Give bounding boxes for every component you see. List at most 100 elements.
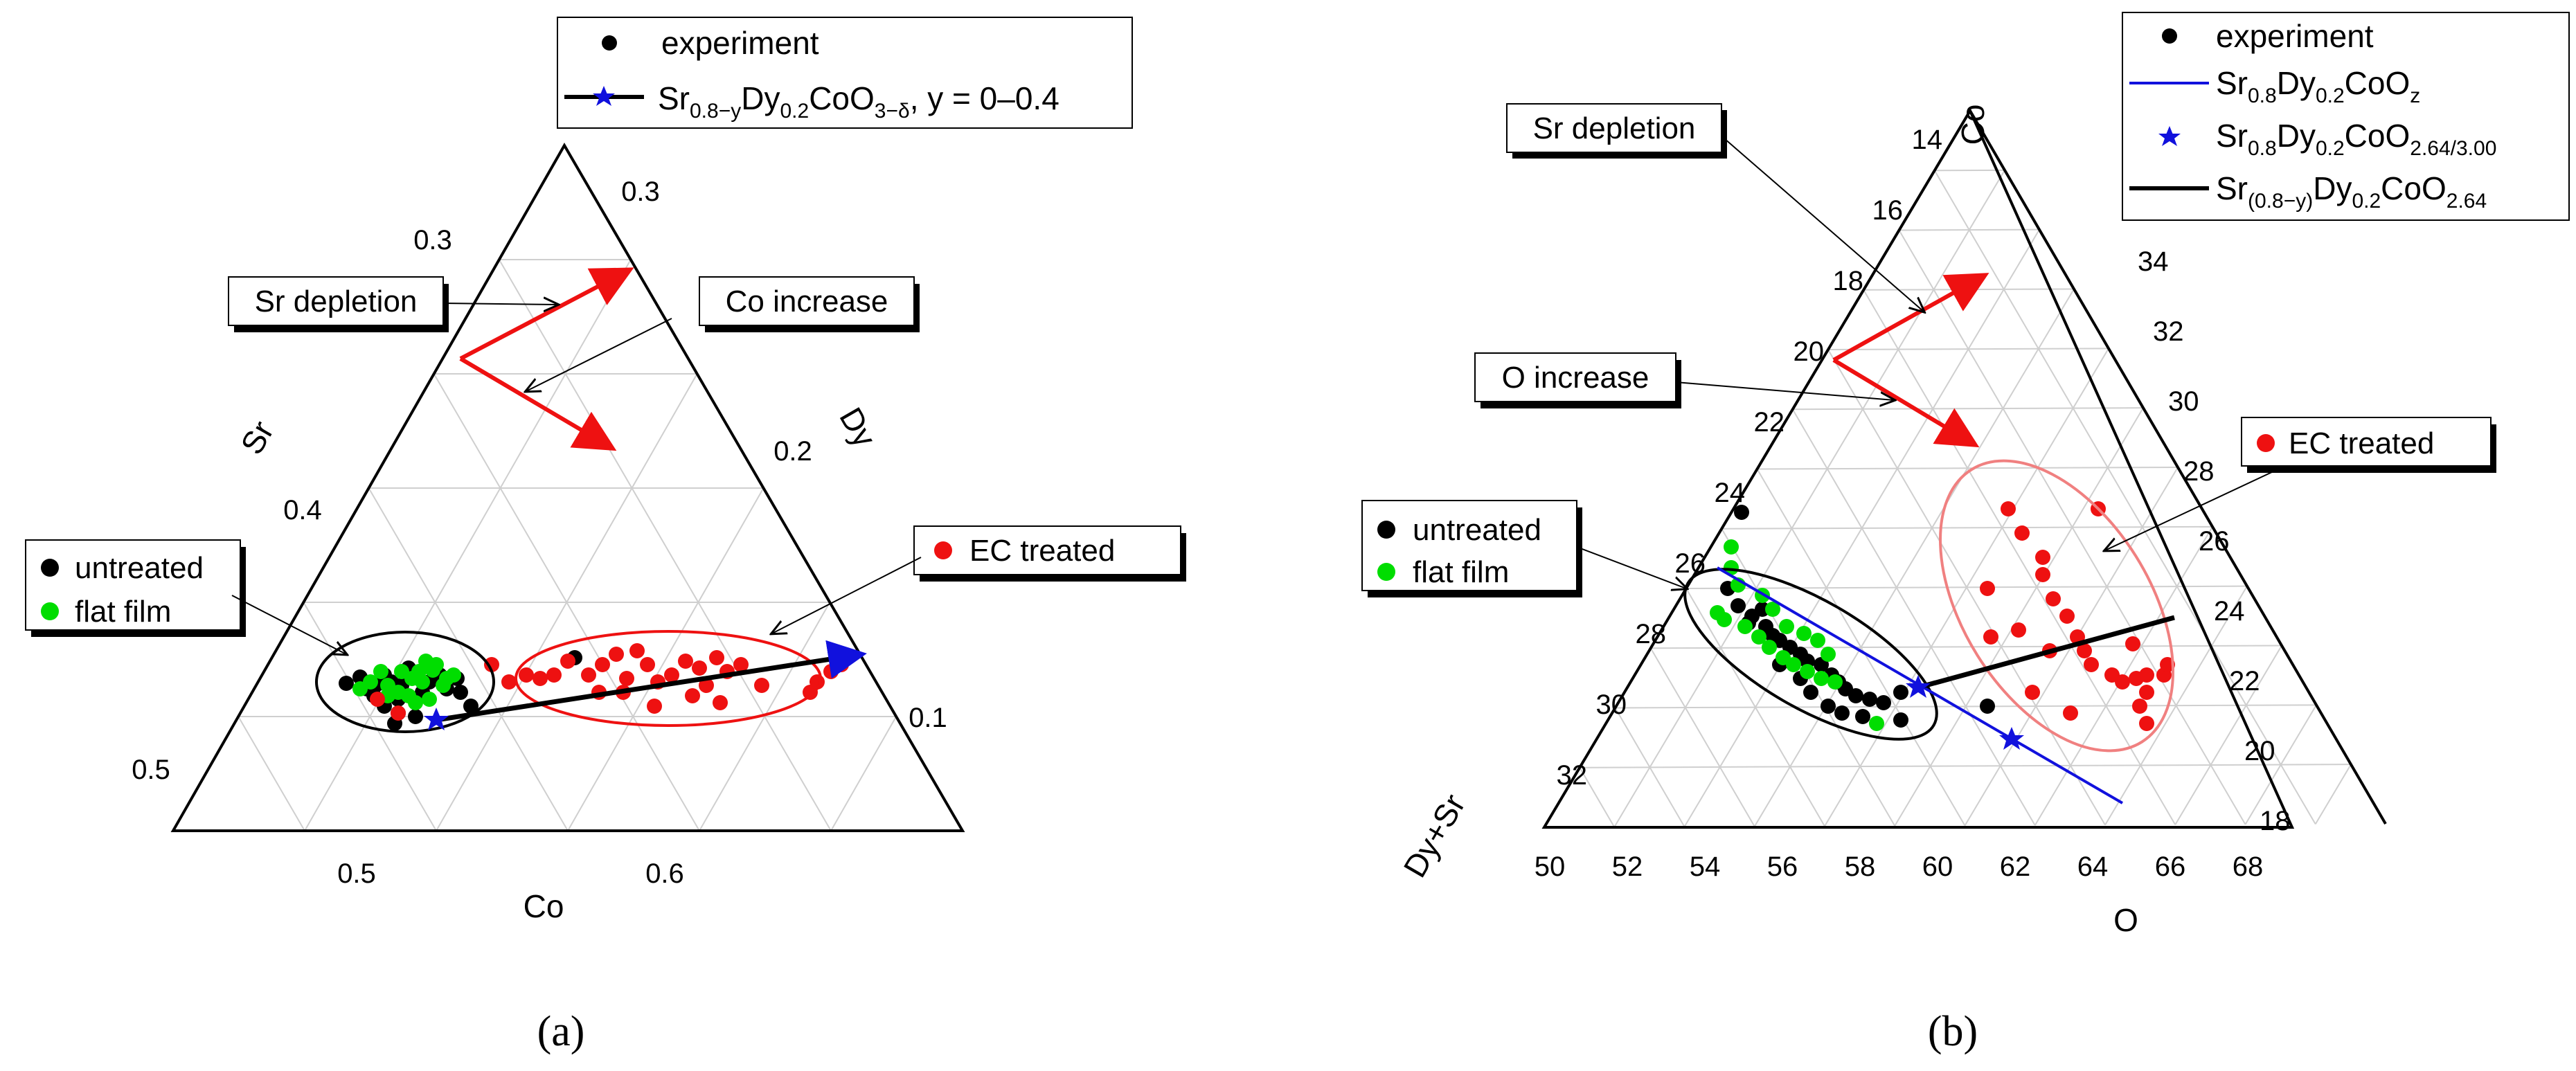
panel-a-points	[339, 643, 849, 731]
panel-b-ec-treated-point	[2139, 667, 2154, 683]
panel-b-tick-bottom: 58	[1845, 852, 1876, 882]
panel-b-grid-a	[1613, 170, 2005, 828]
panel-b-ec-treated-point	[2025, 685, 2040, 700]
panel-b-untreated-point	[1734, 505, 1749, 520]
panel-a-grid	[238, 259, 897, 831]
panel-b-tick-left: 30	[1596, 690, 1627, 720]
panel-b-grid-b	[1579, 767, 1616, 828]
panel-b-flat-film-point	[1717, 612, 1732, 627]
panel-a-legend-experiment: experiment	[661, 25, 819, 61]
panel-a-flat-film-point	[422, 692, 437, 707]
panel-a-axis-bottom-title: Co	[524, 888, 564, 924]
panel-b-star-2	[1999, 727, 2024, 750]
panel-a-grid-a	[830, 716, 897, 831]
panel-a-ellipse-untreated	[315, 631, 495, 733]
panel-b-label-sr-depletion: Sr depletion	[1533, 111, 1696, 145]
panel-b-grid	[1579, 169, 2352, 828]
panel-b-legend-experiment-dot	[2162, 28, 2177, 44]
panel-a-tick-left-0: 0.3	[413, 225, 452, 255]
panel-a-ec-treated-point	[709, 650, 724, 665]
panel-b-legend-experiment: experiment	[2216, 18, 2374, 54]
panel-b-legend-box	[2122, 12, 2570, 221]
panel-b-grid-h	[1757, 467, 2179, 470]
panel-b-pointer-ec	[2105, 465, 2286, 550]
panel-b-untreated-point	[1803, 685, 1818, 700]
panel-b-axis-left-title: Dy+Sr	[1396, 788, 1472, 883]
panel-a-box-groups	[25, 539, 241, 631]
panel-a-tick-right-1: 0.2	[773, 436, 812, 467]
panel-a-axis-left-title: Sr	[233, 415, 280, 460]
panel-b-flat-film-point	[1796, 626, 1812, 641]
panel-a-ec-treated-point	[370, 692, 385, 707]
panel-b-ticks: 50 52 54 56 58 60 62 64 66 68 14 16 18 20 22 24 26 28 30 32…	[1535, 125, 2291, 882]
panel-a-legend-box	[557, 17, 1133, 129]
panel-a-grid-b	[433, 373, 700, 831]
panel-b-untreated-point	[1855, 709, 1870, 724]
panel-b-legend-ec-treated: EC treated	[2289, 426, 2434, 460]
panel-a-ec-treated-point	[647, 699, 662, 714]
panel-a-tick-left-2: 0.5	[132, 755, 170, 785]
panel-a-untreated-point	[408, 709, 423, 724]
panel-a-pointer-co	[526, 318, 672, 391]
panel-b-chart: 50 52 54 56 58 60 62 64 66 68 14 16 18 20 22 24 26 28 30 32…	[1361, 12, 2570, 1055]
panel-a-legend-flat-film: flat film	[75, 595, 171, 629]
panel-b-ec-treated-point	[2084, 657, 2099, 672]
panel-b-grid-a	[2174, 645, 2282, 825]
panel-a-box-sr	[228, 276, 444, 326]
panel-b-ec-treated-point	[1980, 581, 1995, 596]
panel-b-flat-film-point	[1800, 664, 1815, 679]
panel-b-right-edge-ext	[1969, 109, 2387, 825]
panel-a-ec-treated-point	[713, 695, 728, 710]
panel-b-untreated-point	[1876, 695, 1891, 710]
panel-b-tick-left: 24	[1715, 478, 1746, 508]
panel-a-flat-film-point	[439, 671, 454, 686]
panel-a-ec-treated-point	[391, 705, 406, 721]
panel-b-label: (b)	[1928, 1008, 1978, 1055]
panel-b-flat-film-point	[1821, 647, 1836, 662]
panel-b-star-1	[1906, 675, 1931, 698]
panel-b-grid-h	[1580, 764, 2352, 768]
panel-b-ec-treated-point	[2001, 501, 2016, 516]
panel-b-box-sr	[1506, 103, 1722, 153]
panel-b-points	[1710, 501, 2175, 731]
panel-b-flat-film-point	[1762, 640, 1777, 655]
panel-a-grid-b	[498, 259, 832, 831]
panel-b-flat-film-point	[1779, 619, 1794, 634]
panel-b-tick-left: 20	[1794, 336, 1825, 367]
panel-a-tick-left-1: 0.4	[283, 495, 322, 525]
panel-b-flat-film-point	[1869, 716, 1884, 731]
panel-a-ec-treated-point	[581, 667, 596, 683]
panel-b-legend-blue-formula: Sr0.8Dy0.2CoOz	[2216, 65, 2420, 107]
panel-b-ec-treated-point	[2139, 716, 2154, 731]
panel-b-tick-right: 28	[2183, 456, 2215, 487]
panel-a-label: (a)	[537, 1008, 585, 1055]
panel-a-tick-right-0: 0.3	[621, 177, 660, 207]
panel-b-ec-treated-point	[2035, 567, 2050, 582]
panel-b-ec-treated-point	[2077, 643, 2092, 658]
panel-a-ec-treated-point	[685, 688, 700, 703]
panel-b-pointer-o	[1675, 381, 1894, 400]
panel-a-ec-treated-point	[678, 654, 693, 669]
panel-a-ec-treated-point	[484, 657, 499, 672]
panel-b-grid-b	[1685, 588, 1825, 827]
panel-b-tick-bottom: 50	[1535, 852, 1566, 882]
panel-a-ec-treated-point	[519, 667, 534, 683]
panel-b-flat-film-point	[1810, 633, 1825, 648]
panel-b-pointer-sr	[1724, 138, 1924, 312]
panel-a-box-co	[699, 276, 915, 326]
panel-a-flat-film-point	[373, 664, 388, 679]
panel-a-legend-flat-dot	[41, 602, 59, 620]
panel-b-ec-treated-point	[2059, 609, 2075, 624]
panel-b-tick-right: 20	[2244, 736, 2275, 766]
panel-b-tick-bottom: 62	[2000, 852, 2031, 882]
panel-b-box-o	[1474, 352, 1676, 402]
panel-b-grid-h	[1792, 407, 2144, 411]
panel-a-tick-bottom-1: 0.6	[645, 858, 684, 889]
panel-b-tick-bottom: 60	[1922, 852, 1953, 882]
panel-b-grid-b	[1863, 289, 2176, 825]
panel-a-flat-film-point	[415, 674, 430, 690]
panel-b-legend-black-formula: Sr(0.8−y)Dy0.2CoO2.64	[2216, 170, 2487, 213]
panel-b-untreated-point	[1848, 688, 1863, 703]
panel-a-ec-treated-point	[501, 674, 517, 690]
panel-b-red-arrow-sr	[1832, 273, 1989, 362]
